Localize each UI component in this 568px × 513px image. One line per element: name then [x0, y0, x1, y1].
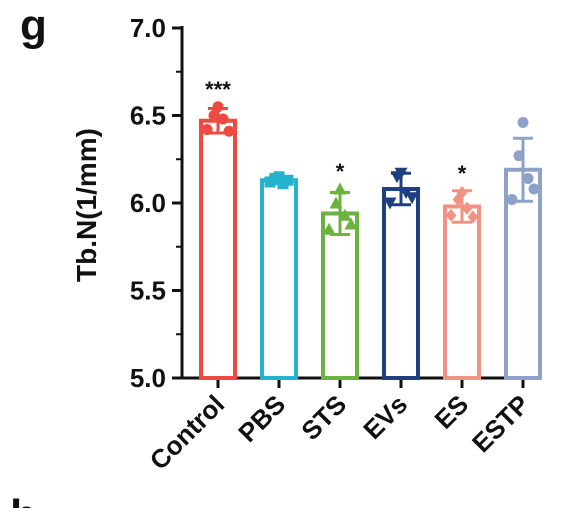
- data-point: [322, 222, 336, 235]
- data-point: [445, 208, 457, 222]
- y-tick-label: 5.0: [130, 363, 166, 393]
- data-point: [329, 196, 343, 209]
- data-point: [208, 110, 220, 121]
- data-point: [513, 150, 525, 162]
- data-marks: **** *: [199, 77, 542, 380]
- data-point: [201, 124, 213, 135]
- data-point: [223, 125, 235, 137]
- data-point: [282, 174, 294, 186]
- y-axis-title: Tb.N(1/mm): [71, 128, 102, 282]
- data-point: [333, 182, 347, 195]
- x-tick-label: ESTP: [466, 389, 535, 458]
- data-point: [394, 167, 408, 180]
- data-point: [522, 173, 534, 184]
- data-point: [383, 197, 397, 210]
- bar: [260, 178, 298, 380]
- x-tick-label: EVs: [357, 389, 413, 445]
- data-point: [528, 183, 540, 195]
- data-point: [344, 217, 358, 230]
- bar: [199, 118, 237, 380]
- significance-label: *: [458, 161, 467, 186]
- bar: [443, 204, 481, 380]
- y-tick-label: 7.0: [130, 13, 166, 43]
- x-tick-label: ES: [429, 389, 475, 435]
- significance-label: ***: [205, 77, 231, 102]
- data-point: [405, 192, 419, 205]
- next-panel-letter: h: [10, 491, 37, 508]
- data-point: [212, 101, 224, 113]
- y-tick-label: 6.5: [130, 101, 166, 131]
- axes: 5.0 5.5 6.0 6.5 7.0: [130, 13, 532, 393]
- panel-letter: g: [20, 1, 47, 50]
- data-point: [456, 186, 468, 199]
- bar: [382, 187, 420, 380]
- significance-label: *: [336, 159, 345, 184]
- x-tick-label: Control: [144, 389, 231, 476]
- bar: [321, 211, 359, 380]
- y-tick-label: 5.5: [130, 276, 166, 306]
- data-point: [338, 208, 352, 221]
- x-tick-label: STS: [295, 389, 352, 446]
- data-point: [517, 117, 529, 128]
- data-point: [461, 201, 473, 215]
- data-point: [217, 113, 229, 125]
- y-tick-label: 6.0: [130, 188, 166, 218]
- data-point: [506, 194, 518, 205]
- x-tick-label: PBS: [232, 389, 291, 448]
- data-point: [273, 171, 285, 183]
- data-point: [467, 210, 479, 224]
